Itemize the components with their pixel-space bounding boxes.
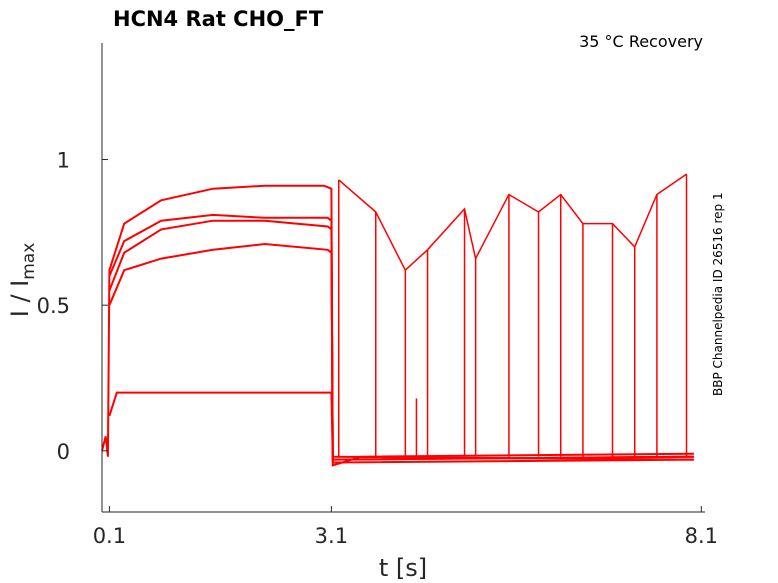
series-line-4 [108,213,694,464]
x-axis-label: t [s] [379,554,427,582]
recovery-trend-line [338,173,687,272]
series-line-5 [108,391,694,461]
y-axis-label-main: I / I [6,280,34,318]
x-tick-label: 0.1 [93,524,126,548]
condition-label: 35 °C Recovery [579,32,703,51]
chart-title: HCN4 Rat CHO_FT [113,7,324,31]
y-tick-label: 0 [57,440,70,464]
y-tick-label: 1 [57,149,70,173]
series-line-1 [101,184,694,467]
x-ticks: 0.1 3.1 8.1 [93,506,718,548]
x-tick-label: 3.1 [315,524,348,548]
y-axis-label-sub: max [19,243,39,280]
plot-area [101,173,694,467]
series-line-2 [108,219,694,461]
y-ticks: 00.51 [37,149,108,464]
y-axis-label: I / Imax [6,243,39,318]
y-tick-label: 0.5 [37,294,70,318]
side-label: BBP Channelpedia ID 26516 rep 1 [711,192,725,396]
series-line-3 [108,242,694,461]
x-tick-label: 8.1 [685,524,718,548]
